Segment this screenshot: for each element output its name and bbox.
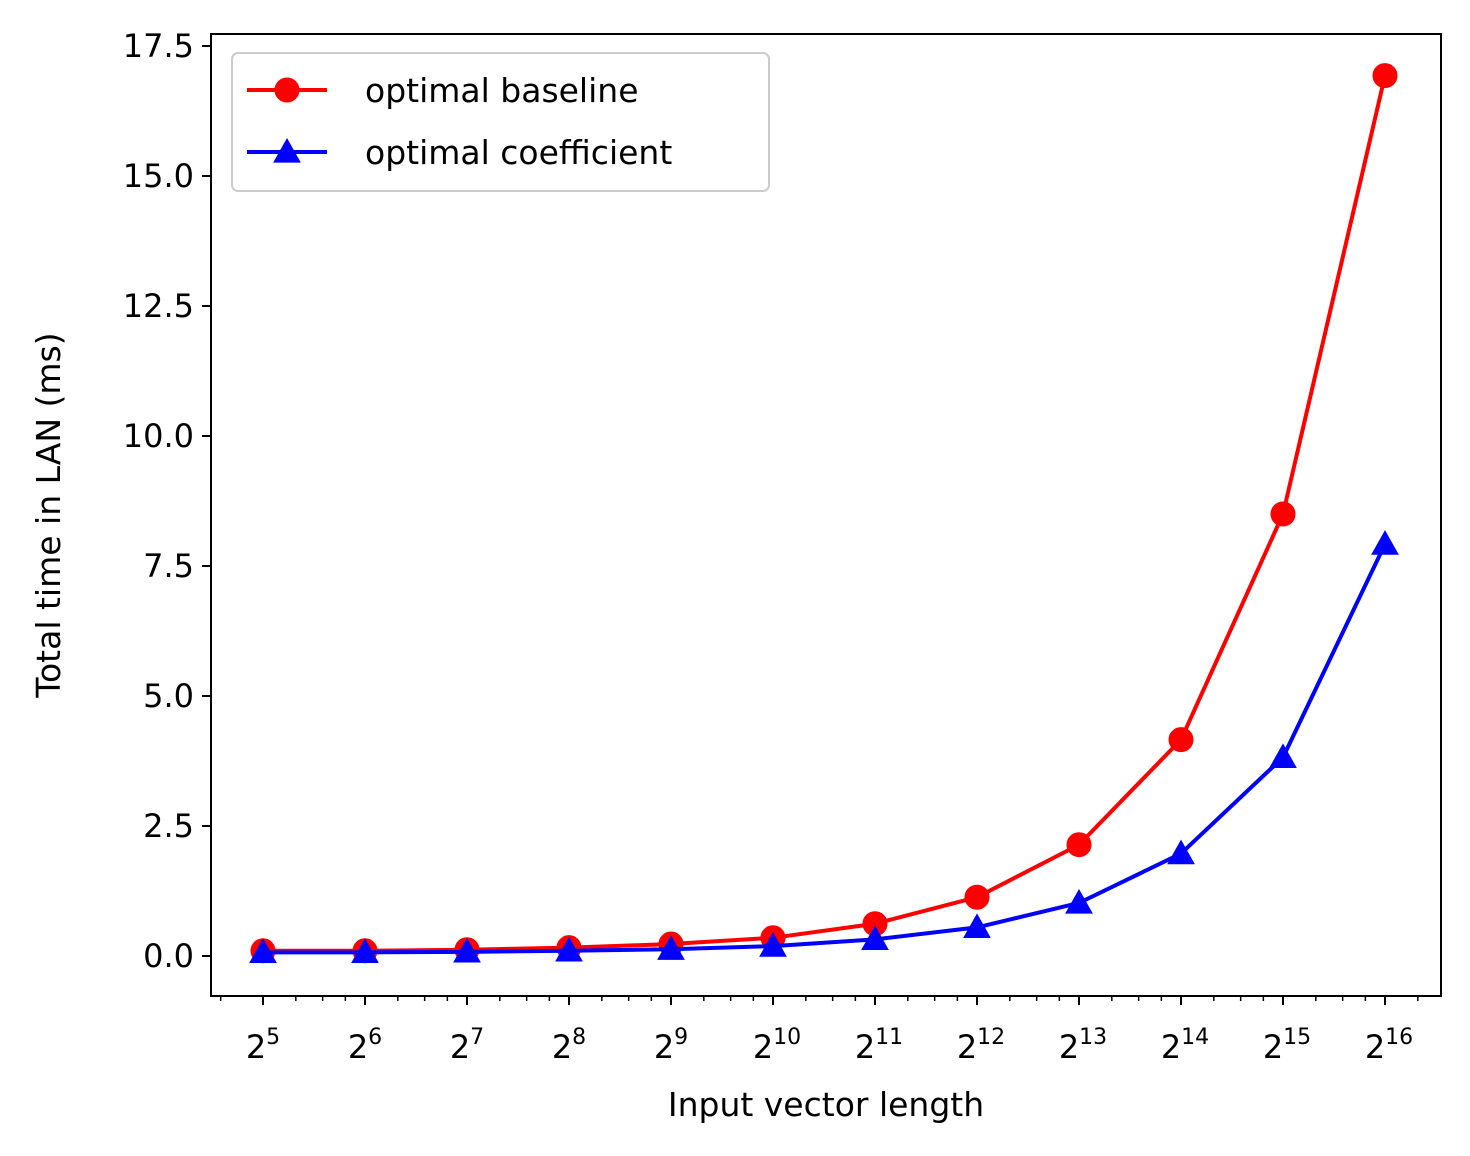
x-tick-label: 211 (855, 1025, 903, 1066)
y-tick-label: 15.0 (123, 157, 194, 195)
y-tick-label: 10.0 (123, 417, 194, 455)
data-point-circle (1270, 501, 1296, 527)
data-point-triangle (861, 925, 889, 950)
x-tick-label-base: 2 (1263, 1028, 1283, 1066)
x-tick-label: 214 (1161, 1025, 1209, 1066)
svg-text:26: 26 (348, 1025, 382, 1066)
x-tick-label-base: 2 (1365, 1028, 1385, 1066)
y-tick-label: 17.5 (123, 27, 194, 65)
x-tick-label-base: 2 (450, 1028, 470, 1066)
x-tick-label-base: 2 (348, 1028, 368, 1066)
x-tick-label: 29 (654, 1025, 688, 1066)
data-point-circle (964, 884, 990, 910)
y-tick-label: 12.5 (123, 287, 194, 325)
legend-box (231, 52, 770, 192)
x-tick-label: 28 (552, 1025, 586, 1066)
svg-text:28: 28 (552, 1025, 586, 1066)
data-point-triangle (963, 913, 991, 939)
x-tick-label: 213 (1059, 1025, 1107, 1066)
data-point-circle (1066, 832, 1092, 858)
x-tick-label-base: 2 (957, 1028, 977, 1066)
series-line (263, 543, 1387, 955)
x-tick-label: 210 (753, 1025, 801, 1066)
data-point-triangle (249, 938, 277, 963)
data-point-triangle (351, 938, 379, 963)
data-point-circle (1168, 727, 1194, 753)
plot-area-frame (210, 33, 1442, 997)
legend-entry: optimal baseline (247, 71, 639, 110)
data-point-triangle (555, 936, 583, 962)
y-tick-label: 2.5 (143, 807, 194, 845)
x-tick-label: 215 (1263, 1025, 1311, 1066)
x-tick-label-exponent: 15 (1283, 1025, 1311, 1050)
x-tick-label-exponent: 5 (266, 1025, 280, 1050)
svg-text:212: 212 (957, 1025, 1005, 1066)
svg-text:215: 215 (1263, 1025, 1311, 1066)
x-tick-label-base: 2 (552, 1028, 572, 1066)
svg-text:27: 27 (450, 1025, 484, 1066)
x-tick-label: 26 (348, 1025, 382, 1066)
x-tick-label: 27 (450, 1025, 484, 1066)
x-tick-label-exponent: 16 (1385, 1025, 1413, 1050)
y-tick-label: 7.5 (143, 547, 194, 585)
data-point-triangle (1167, 839, 1195, 865)
x-tick-label-base: 2 (246, 1028, 266, 1066)
legend-label: optimal baseline (365, 71, 639, 110)
axes-layer: 0.02.55.07.510.012.515.017.525 26 27 28 29 21… (123, 27, 1419, 1066)
legend-marker (273, 137, 301, 163)
svg-text:213: 213 (1059, 1025, 1107, 1066)
x-tick-label-exponent: 8 (572, 1025, 586, 1050)
data-point-triangle (453, 937, 481, 963)
legend-entry: optimal coefficient (247, 133, 672, 172)
x-tick-label-exponent: 9 (674, 1025, 688, 1050)
x-tick-label-base: 2 (654, 1028, 674, 1066)
svg-text:25: 25 (246, 1025, 280, 1066)
x-tick-label: 216 (1365, 1025, 1413, 1066)
x-tick-label-exponent: 11 (875, 1025, 903, 1050)
svg-text:210: 210 (753, 1025, 801, 1066)
svg-text:29: 29 (654, 1025, 688, 1066)
legend-marker (274, 77, 300, 103)
data-point-triangle (657, 935, 685, 960)
series-layer (249, 63, 1399, 964)
data-point-triangle (1371, 530, 1399, 555)
x-tick-label: 212 (957, 1025, 1005, 1066)
legend: optimal baseline optimal coefficient (231, 52, 770, 192)
x-tick-label-exponent: 12 (977, 1025, 1005, 1050)
x-axis-title: Input vector length (668, 1085, 984, 1124)
y-tick-label: 0.0 (143, 937, 194, 975)
x-tick-label-base: 2 (1161, 1028, 1181, 1066)
x-tick-label-exponent: 14 (1181, 1025, 1209, 1050)
x-tick-label-base: 2 (753, 1028, 773, 1066)
y-axis-title: Total time in LAN (ms) (29, 332, 68, 698)
x-tick-label: 25 (246, 1025, 280, 1066)
data-point-triangle (759, 932, 787, 957)
x-tick-label-exponent: 10 (773, 1025, 801, 1050)
svg-text:216: 216 (1365, 1025, 1413, 1066)
y-tick-label: 5.0 (143, 677, 194, 715)
svg-text:211: 211 (855, 1025, 903, 1066)
x-tick-label-exponent: 7 (470, 1025, 484, 1050)
x-tick-label-exponent: 13 (1079, 1025, 1107, 1050)
series-optimal-coefficient (249, 530, 1399, 963)
data-point-triangle (1269, 743, 1297, 768)
x-tick-label-exponent: 6 (368, 1025, 382, 1050)
x-tick-label-base: 2 (855, 1028, 875, 1066)
data-point-triangle (1065, 888, 1093, 914)
data-point-circle (1372, 63, 1398, 89)
legend-label: optimal coefficient (365, 133, 672, 172)
x-tick-label-base: 2 (1059, 1028, 1079, 1066)
svg-text:214: 214 (1161, 1025, 1209, 1066)
